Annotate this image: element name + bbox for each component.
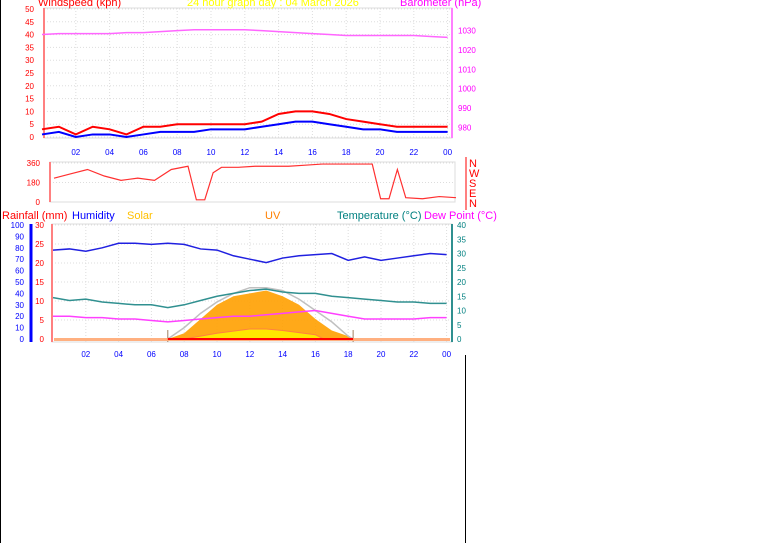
windspeed-tick: 10: [25, 107, 34, 116]
barometer-tick: 1010: [458, 65, 476, 74]
x-tick: 02: [81, 350, 90, 359]
barometer-tick: 1030: [458, 27, 476, 36]
humidity-tick: 10: [15, 324, 24, 333]
x-tick: 18: [344, 350, 353, 359]
legend-label: Humidity: [72, 210, 115, 222]
windspeed-tick: 50: [25, 5, 34, 14]
x-tick: 10: [207, 148, 216, 157]
x-tick: 14: [274, 148, 283, 157]
barometer-tick: 1000: [458, 85, 476, 94]
series-average: [41, 120, 448, 139]
legend-label: Dew Point (°C): [424, 210, 497, 222]
series-gust: [41, 110, 448, 136]
direction-tick: 0: [36, 198, 41, 207]
rainfall-tick: 15: [35, 278, 44, 287]
chart-title: 24 hour graph day : 04 March 2026: [187, 0, 359, 9]
windspeed-tick: 45: [25, 18, 34, 27]
x-tick: 22: [409, 350, 418, 359]
direction-tick: 180: [27, 179, 41, 188]
windspeed-axis-label: Windspeed (kph): [38, 0, 122, 9]
windspeed-tick: 15: [25, 95, 34, 104]
x-tick: 06: [147, 350, 156, 359]
legend-label: UV: [265, 210, 281, 222]
windspeed-tick: 20: [25, 82, 34, 91]
rainfall-tick: 0: [40, 335, 45, 344]
x-tick: 20: [376, 148, 385, 157]
x-tick: 22: [409, 148, 418, 157]
humidity-tick: 100: [11, 221, 25, 230]
x-tick: 08: [173, 148, 182, 157]
x-tick: 16: [311, 350, 320, 359]
temperature-tick: 10: [457, 307, 466, 316]
frame-left: [0, 0, 1, 543]
series-direction: [53, 163, 457, 201]
windspeed-tick: 0: [30, 133, 35, 142]
legend-label: Solar: [127, 210, 153, 222]
barometer-tick: 990: [458, 104, 472, 113]
rainfall-tick: 25: [35, 240, 44, 249]
x-tick: 06: [139, 148, 148, 157]
x-tick: 00: [443, 148, 452, 157]
legend-label: Temperature (°C): [337, 210, 422, 222]
humidity-tick: 40: [15, 289, 24, 298]
temperature-tick: 0: [457, 335, 462, 344]
windspeed-tick: 30: [25, 56, 34, 65]
rainfall-tick: 5: [40, 316, 45, 325]
direction-tick: 360: [27, 159, 41, 168]
compass-label: E: [469, 188, 476, 200]
humidity-tick: 70: [15, 255, 24, 264]
x-tick: 14: [278, 350, 287, 359]
x-tick: 00: [442, 350, 451, 359]
x-tick: 04: [114, 350, 123, 359]
windspeed-tick: 5: [30, 120, 35, 129]
series-barometer-hpa-: [41, 28, 448, 39]
windspeed-tick: 35: [25, 43, 34, 52]
compass-label: N: [469, 198, 477, 210]
humidity-tick: 30: [15, 301, 24, 310]
temperature-tick: 25: [457, 264, 466, 273]
humidity-tick: 80: [15, 244, 24, 253]
x-tick: 08: [180, 350, 189, 359]
windspeed-tick: 40: [25, 31, 34, 40]
x-tick: 04: [105, 148, 114, 157]
rainfall-tick: 30: [35, 221, 44, 230]
windspeed-tick: 25: [25, 69, 34, 78]
legend-label: Rainfall (mm): [2, 210, 68, 222]
x-tick: 12: [240, 148, 249, 157]
barometer-tick: 1020: [458, 46, 476, 55]
frame-right: [465, 355, 466, 543]
humidity-tick: 20: [15, 312, 24, 321]
x-tick: 18: [342, 148, 351, 157]
x-tick: 16: [308, 148, 317, 157]
compass-label: S: [469, 178, 476, 190]
series-dew-point-c-: [53, 309, 447, 323]
compass-label: N: [469, 158, 477, 170]
temperature-tick: 35: [457, 235, 466, 244]
x-tick: 12: [245, 350, 254, 359]
rainfall-tick: 20: [35, 259, 44, 268]
temperature-tick: 15: [457, 292, 466, 301]
series-humidity: [52, 242, 447, 264]
x-tick: 02: [71, 148, 80, 157]
x-tick: 10: [213, 350, 222, 359]
humidity-tick: 0: [20, 335, 25, 344]
temperature-tick: 5: [457, 321, 462, 330]
humidity-tick: 60: [15, 267, 24, 276]
rainfall-tick: 10: [35, 297, 44, 306]
barometer-axis-label: Barometer (hPa): [400, 0, 482, 9]
temperature-tick: 30: [457, 250, 466, 259]
compass-label: W: [469, 168, 480, 180]
solar-theoretical-curve: [167, 286, 354, 340]
series-temperature-c-: [52, 288, 447, 309]
temperature-tick: 40: [457, 221, 466, 230]
x-tick: 20: [377, 350, 386, 359]
humidity-tick: 90: [15, 232, 24, 241]
humidity-tick: 50: [15, 278, 24, 287]
barometer-tick: 980: [458, 123, 472, 132]
temperature-tick: 20: [457, 278, 466, 287]
plot-area: [49, 161, 456, 203]
